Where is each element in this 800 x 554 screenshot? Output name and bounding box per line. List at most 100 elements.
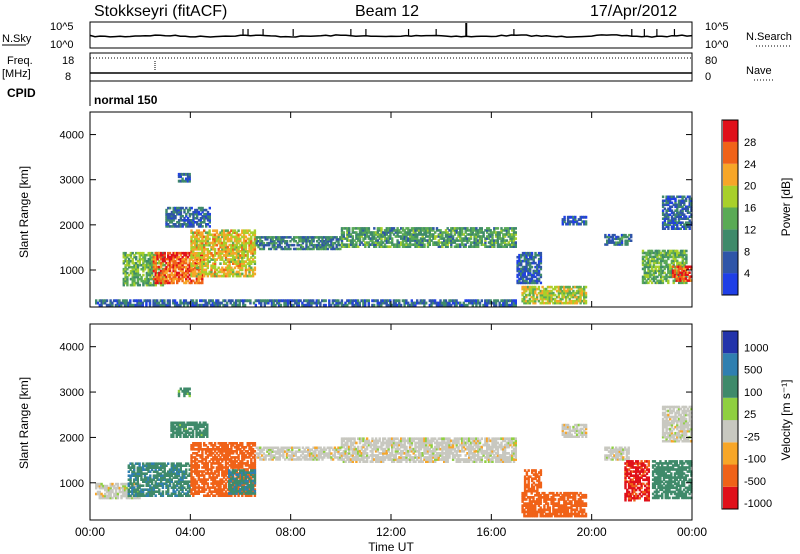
power-cell [468, 239, 471, 242]
power-cell [168, 277, 172, 281]
power-cell [383, 299, 387, 303]
power-cell [494, 301, 498, 305]
power-cell [677, 265, 680, 269]
power-cell [489, 235, 492, 238]
velocity-cell [159, 462, 163, 465]
power-cell [480, 229, 483, 232]
power-cell [276, 236, 280, 239]
velocity-cell [181, 474, 184, 477]
power-cell [219, 252, 222, 255]
power-cell [478, 227, 482, 230]
velocity-cell [177, 490, 181, 493]
power-cell [665, 203, 668, 207]
power-cell [274, 303, 277, 307]
power-cell [188, 214, 192, 218]
velocity-cell [224, 466, 228, 469]
power-cell [149, 257, 152, 261]
power-cell [264, 236, 267, 239]
power-cell [181, 214, 184, 218]
power-cell [244, 272, 248, 276]
power-cell [188, 273, 191, 277]
velocity-cell [114, 486, 118, 490]
power-cell [503, 239, 507, 242]
velocity-cell [127, 488, 130, 491]
velocity-cell [219, 494, 222, 497]
power-cell [403, 243, 406, 246]
power-cell [383, 239, 387, 242]
power-cell [147, 261, 150, 265]
power-cell [206, 260, 209, 263]
power-cell [512, 241, 516, 244]
power-cell [295, 299, 299, 303]
power-cell [190, 303, 193, 307]
power-cell [149, 267, 152, 271]
power-cell [190, 229, 193, 233]
velocity-cell [172, 476, 175, 479]
power-cell [273, 247, 276, 251]
power-cell [500, 237, 503, 240]
power-cell [521, 287, 524, 291]
power-cell [683, 207, 686, 211]
power-cell [142, 267, 145, 271]
power-cell [222, 241, 226, 245]
power-cell [346, 229, 349, 232]
power-cell [197, 270, 200, 274]
power-cell [389, 235, 392, 238]
velocity-cell [221, 450, 224, 453]
power-cell [145, 261, 149, 265]
power-cell [523, 269, 526, 273]
power-cell [152, 255, 156, 259]
power-cell [244, 270, 248, 274]
velocity-cell [152, 490, 156, 493]
power-cell [577, 299, 580, 303]
velocity-cell [206, 470, 209, 473]
velocity-cell [174, 494, 177, 497]
power-cell [391, 229, 394, 232]
power-cell [554, 293, 557, 297]
velocity-cell [114, 490, 118, 494]
power-cell [459, 229, 462, 232]
power-cell [151, 253, 154, 257]
power-cell [278, 236, 281, 239]
power-cell [566, 220, 570, 224]
power-cell [206, 272, 209, 276]
velocity-cell [179, 494, 182, 497]
velocity-cell [165, 482, 168, 485]
power-cell [192, 274, 195, 278]
velocity-cell [147, 482, 150, 485]
power-cell [683, 263, 686, 267]
power-cell [557, 289, 561, 293]
power-cell [179, 219, 183, 222]
power-cell [219, 268, 222, 272]
velocity-cell [188, 472, 191, 475]
velocity-cell [131, 482, 134, 485]
power-cell [451, 241, 455, 244]
power-cell [176, 277, 179, 281]
power-cell [250, 245, 253, 249]
power-cell [340, 241, 344, 244]
power-cell [195, 237, 199, 241]
power-cell [172, 269, 175, 273]
power-cell [464, 237, 467, 240]
velocity-cell [222, 486, 226, 489]
power-cell [537, 279, 541, 283]
power-cell [248, 239, 251, 243]
power-cell [557, 291, 561, 295]
power-cell [441, 245, 444, 248]
power-cell [143, 279, 147, 283]
power-cell [626, 243, 629, 246]
power-cell [165, 265, 168, 269]
power-cell [205, 208, 208, 212]
power-cell [656, 269, 659, 273]
power-cell [410, 299, 413, 303]
power-cell [219, 243, 222, 247]
power-cell [250, 235, 253, 239]
power-cell [685, 261, 688, 265]
power-cell [165, 212, 168, 216]
velocity-cell [210, 462, 213, 465]
power-cell [574, 299, 577, 303]
power-cell [176, 251, 179, 255]
power-cell [237, 229, 240, 233]
power-cell [489, 299, 492, 303]
power-cell [154, 269, 157, 273]
